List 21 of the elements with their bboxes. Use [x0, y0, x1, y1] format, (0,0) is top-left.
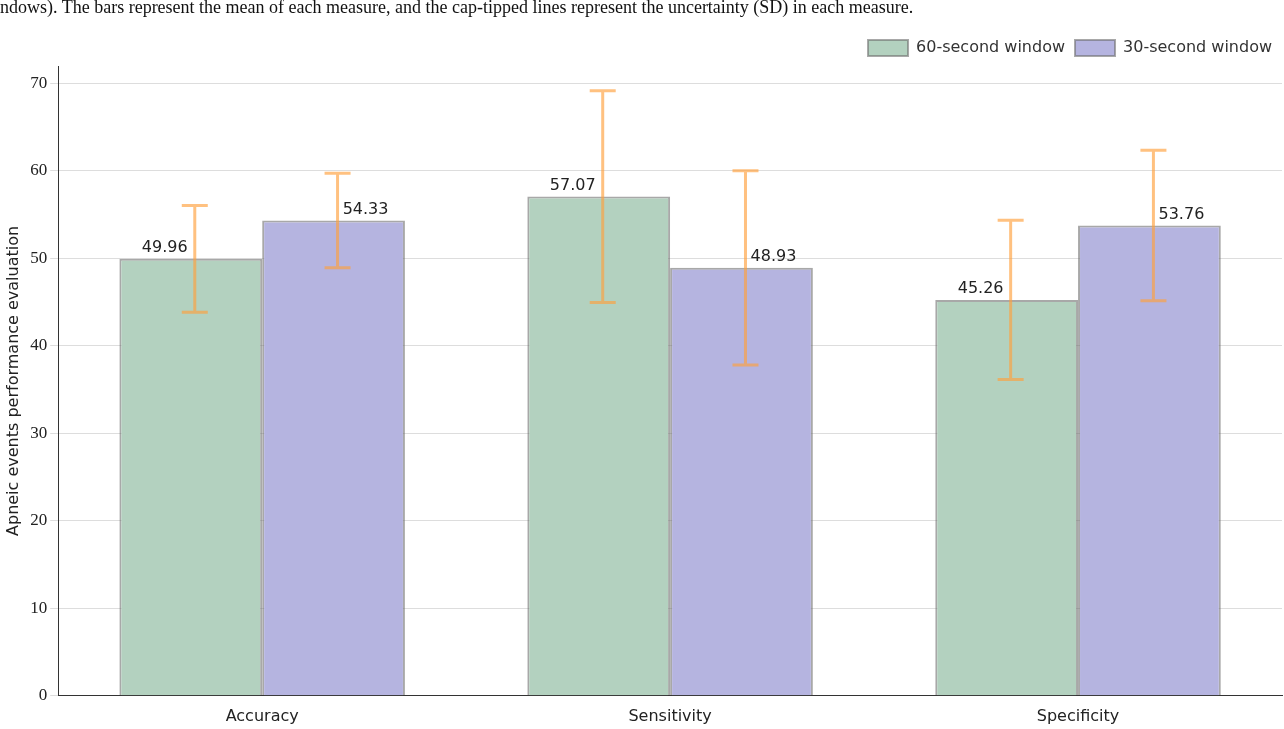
x-tick-label: Accuracy: [225, 705, 299, 725]
legend-label: 30-second window: [1123, 37, 1272, 57]
y-tick-label: 60: [30, 160, 48, 180]
x-tick-label: Sensitivity: [628, 705, 712, 725]
data-label: 53.76: [1158, 203, 1205, 223]
y-tick-label: 50: [30, 247, 48, 267]
data-label: 45.26: [957, 278, 1004, 298]
y-axis-title: Apneic events performance evaluation: [2, 225, 22, 536]
y-tick-label: 70: [30, 72, 48, 92]
y-tick-label: 40: [30, 335, 48, 355]
data-label: 49.96: [141, 236, 188, 256]
y-tick-label: 30: [30, 422, 48, 442]
y-tick-label: 10: [30, 597, 48, 617]
data-label: 57.07: [549, 174, 596, 194]
data-label: 54.33: [342, 198, 389, 218]
legend-label: 60-second window: [916, 37, 1066, 57]
y-tick-label: 0: [38, 685, 48, 705]
data-label: 48.93: [750, 245, 797, 265]
x-tick-label: Specificity: [1036, 705, 1120, 725]
y-tick-label: 20: [30, 510, 48, 530]
text: ndows). The bars represent the mean of each measure, and the cap-tipped lines represent the uncertainty (SD) in each measure.: [0, 0, 915, 19]
